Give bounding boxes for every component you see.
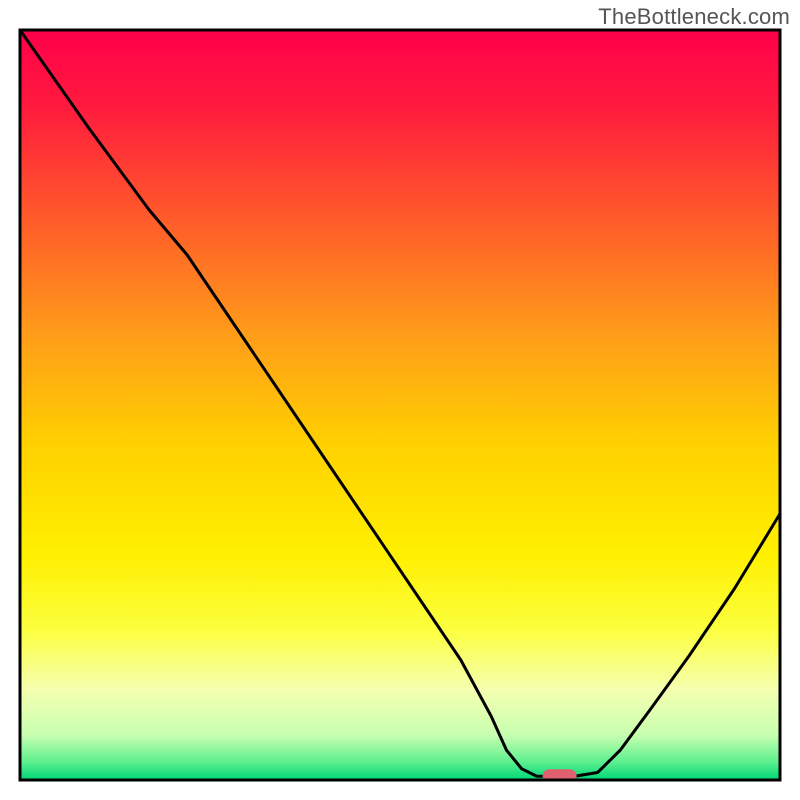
chart-container: TheBottleneck.com	[0, 0, 800, 800]
watermark-text: TheBottleneck.com	[598, 4, 790, 30]
bottleneck-chart	[0, 0, 800, 800]
gradient-background	[20, 30, 780, 780]
